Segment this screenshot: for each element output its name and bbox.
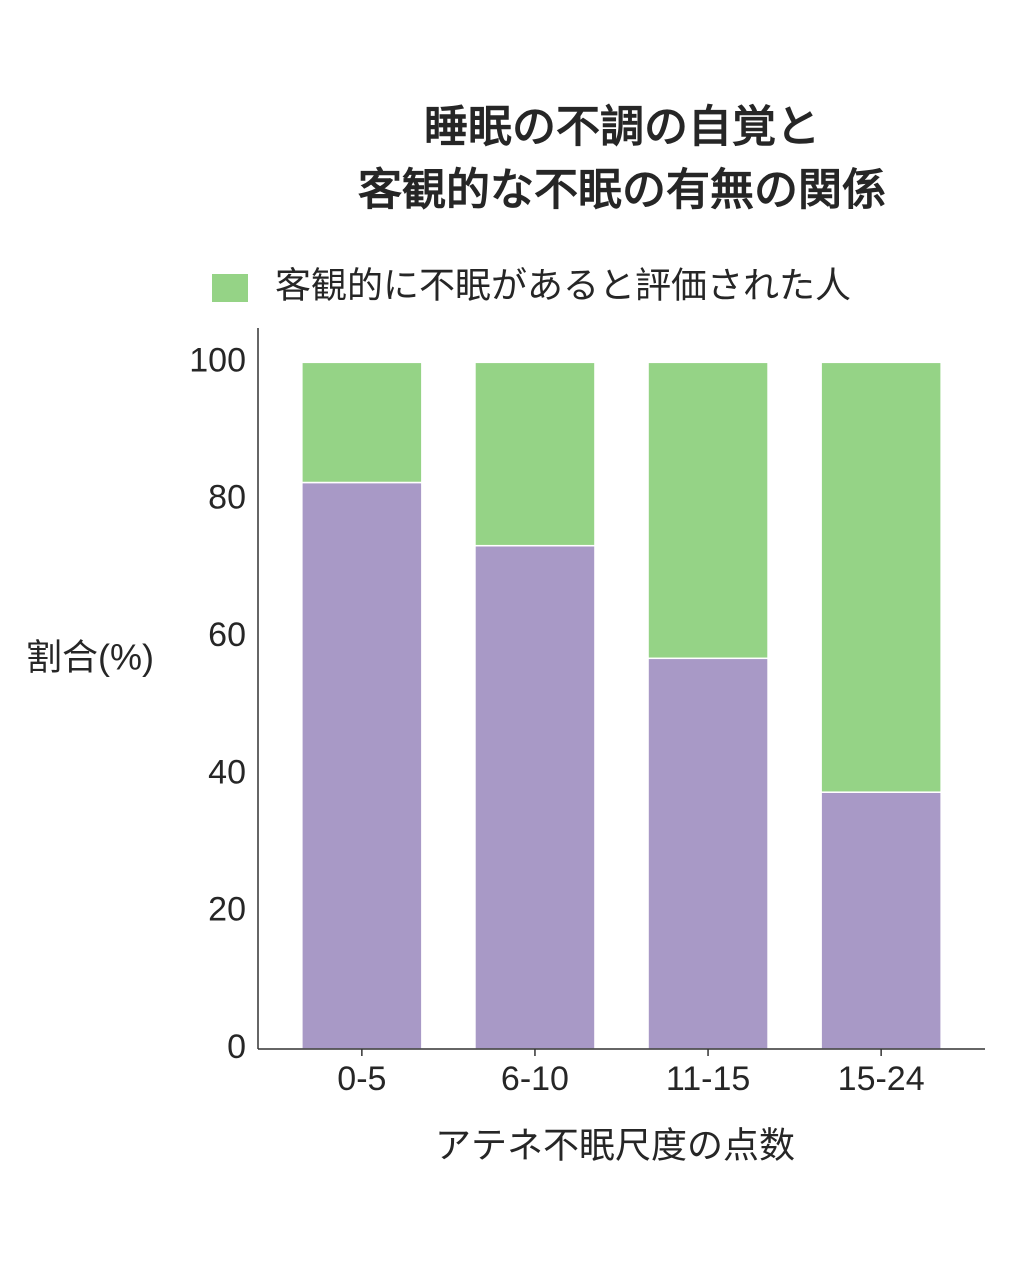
legend-label: 客観的に不眠があると評価された人 (275, 265, 851, 306)
x-axis-label: アテネ不眠尺度の点数 (435, 1125, 795, 1166)
x-tick-label: 11-15 (666, 1060, 750, 1098)
y-axis-label: 割合(%) (26, 637, 154, 678)
x-tick-label: 0-5 (337, 1060, 386, 1098)
y-tick-label: 60 (208, 616, 246, 654)
y-tick-label: 100 (189, 341, 246, 379)
bar-segment (474, 361, 596, 547)
y-tick-label: 40 (208, 753, 246, 791)
bar-segment (820, 791, 942, 1050)
legend-swatch (212, 274, 248, 302)
bar-segment (301, 361, 423, 484)
bar-segment (820, 361, 942, 793)
y-tick-label: 0 (227, 1028, 246, 1066)
bar-segment (647, 657, 769, 1050)
y-tick-label: 80 (208, 479, 246, 517)
chart-title: 睡眠の不調の自覚と (424, 103, 820, 152)
y-tick-label: 20 (208, 891, 246, 929)
bar-segment (647, 361, 769, 660)
bar-segment (301, 481, 423, 1050)
chart-title: 客観的な不眠の有無の関係 (358, 166, 886, 215)
x-tick-label: 15-24 (838, 1060, 925, 1098)
x-tick-label: 6-10 (501, 1060, 569, 1098)
bar-segment (474, 544, 596, 1050)
